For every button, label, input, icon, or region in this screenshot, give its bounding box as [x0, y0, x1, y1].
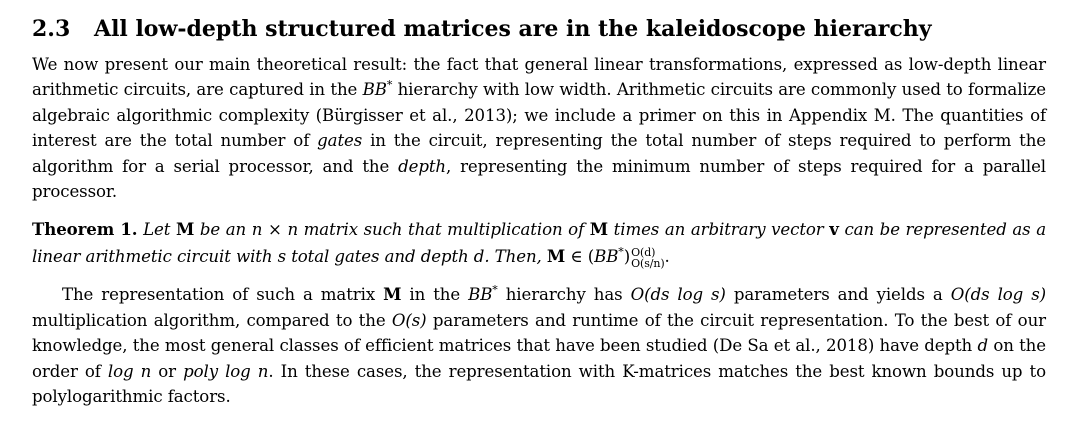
math-bb: BB	[594, 247, 619, 267]
math-paren: )	[623, 247, 631, 267]
math-subscript: O(s/n)	[631, 256, 665, 270]
text-run: We now present our main theoretical resu…	[32, 55, 1046, 100]
text-run: parameters and yields a	[725, 285, 951, 305]
math-n: n	[251, 220, 263, 240]
text-run: total gates and depth	[286, 247, 474, 267]
text-run: Let	[143, 220, 176, 240]
math-s: s	[277, 247, 287, 267]
section-title: All low-depth structured matrices are in…	[94, 16, 932, 42]
math-d: d	[473, 247, 485, 267]
text-run: matrix such that multiplication of	[298, 220, 590, 240]
result-paragraph: The representation of such a matrix M in…	[32, 282, 1046, 409]
text-run: in the circuit, representing the total n…	[32, 131, 1046, 176]
text-run: multiplication algorithm, compared to th…	[32, 310, 392, 330]
text-run: .	[664, 247, 670, 267]
math-M: M	[383, 284, 402, 305]
math-superscript: O(d)	[631, 245, 656, 259]
math-M: M	[546, 246, 566, 267]
math-bb: BB	[362, 80, 387, 100]
math-expr: log n	[107, 361, 152, 381]
math-star: *	[386, 78, 393, 92]
math-expr: O(ds log s)	[950, 285, 1046, 305]
math-d: d	[977, 336, 988, 356]
section-heading: 2.3 All low-depth structured matrices are…	[32, 14, 1046, 44]
emphasis-gates: gates	[317, 131, 363, 151]
emphasis-depth: depth	[398, 156, 447, 176]
text-run: can be represented as a linear arithmeti…	[32, 220, 1046, 267]
text-run: be an	[194, 220, 252, 240]
math-expr: O(s)	[391, 310, 427, 330]
math-M: M	[175, 219, 195, 240]
math-v: v	[829, 219, 839, 240]
math-star: *	[492, 283, 498, 297]
text-run: on the order of	[32, 336, 1046, 381]
math-M: M	[589, 219, 609, 240]
text-run: or	[151, 361, 184, 381]
math-in: ∈ (	[565, 247, 595, 267]
math-times: ×	[262, 220, 288, 240]
text-run: . In these cases, the representation wit…	[32, 361, 1046, 407]
math-star: *	[618, 245, 624, 259]
text-run: in the	[401, 285, 469, 305]
text-run: hierarchy has	[497, 285, 631, 305]
theorem-1: Theorem 1. Let M be an n × n matrix such…	[32, 216, 1046, 270]
text-run: hierarchy with low width. Arithmetic cir…	[32, 80, 1047, 151]
math-expr: O(ds log s)	[630, 285, 726, 305]
math-n: n	[287, 220, 299, 240]
math-expr: poly log n	[183, 361, 269, 381]
text-run: , representing the minimum number of ste…	[32, 156, 1046, 202]
intro-paragraph: We now present our main theoretical resu…	[32, 52, 1046, 204]
theorem-label: Theorem 1.	[32, 219, 138, 240]
text-run: times an arbitrary vector	[608, 220, 830, 240]
text-run: . Then,	[484, 247, 547, 267]
section-number: 2.3	[32, 16, 71, 42]
text-run: parameters and runtime of the circuit re…	[32, 310, 1046, 356]
text-run: The representation of such a matrix	[62, 285, 384, 305]
math-bb: BB	[468, 285, 493, 305]
math-width-depth: O(d) O(s/n)	[631, 245, 665, 270]
